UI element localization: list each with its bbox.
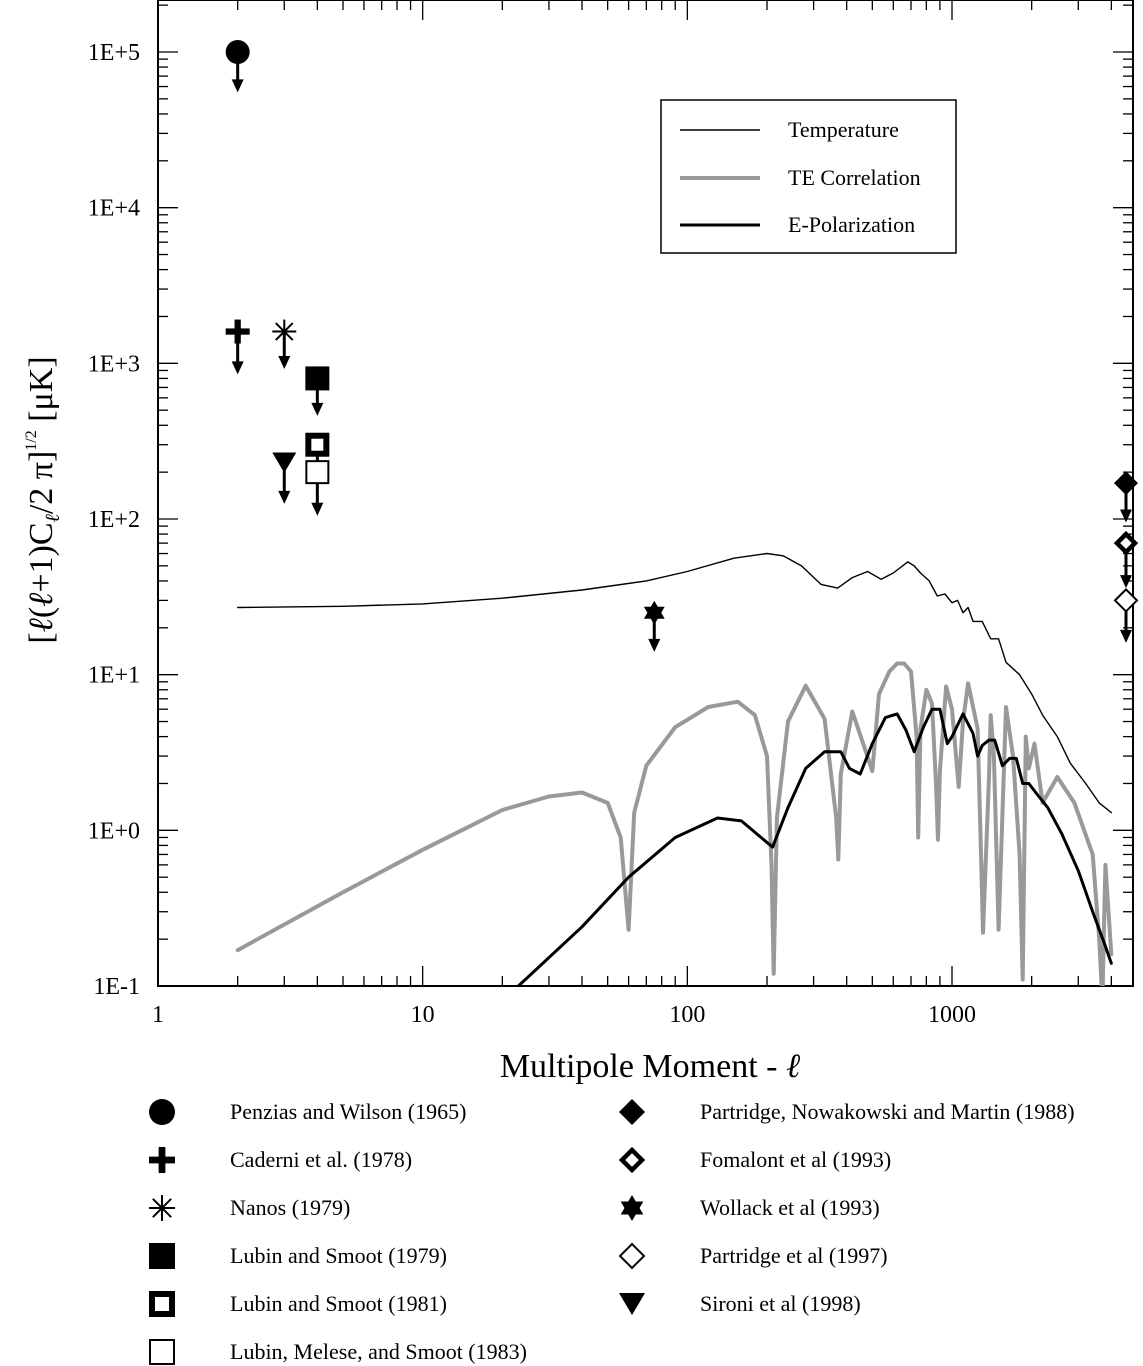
x-tick-label: 1 [152,1002,164,1028]
y-tick-label: 1E+3 [88,351,140,377]
y-tick-label: 1E+5 [88,40,140,66]
marker-penzias-and-wilson-1965 [225,40,250,93]
reference-label: Lubin and Smoot (1981) [230,1291,447,1316]
reference-entry-nanos-1979: Nanos (1979) [149,1195,350,1221]
reference-entry-partridge-et-al-1997: Partridge et al (1997) [618,1242,888,1270]
reference-symbol-diamond-bold [618,1146,646,1174]
x-tick-label: 100 [669,1002,705,1028]
reference-label: Partridge, Nowakowski and Martin (1988) [700,1099,1075,1124]
x-tick-label: 10 [411,1002,435,1028]
reference-entry-caderni-et-al-1978: Caderni et al. (1978) [149,1147,412,1173]
y-tick-label: 1E+1 [88,663,140,689]
x-axis-title: Multipole Moment - ℓ [500,1048,800,1085]
marker-sironi-et-al-1998 [272,452,297,504]
marker-lubin-melese-and-smoot-1983 [305,460,330,516]
reference-label: Partridge et al (1997) [700,1243,888,1268]
reference-symbol-square-filled [149,1243,175,1269]
reference-entry-fomalont-et-al-1993: Fomalont et al (1993) [618,1146,891,1174]
y-tick-label: 1E+0 [88,818,140,844]
y-axis-title: [ℓ(ℓ+1)Cℓ/2 π]1/2 [μK] [23,356,64,643]
reference-symbol-cross [149,1147,175,1173]
y-tick-label: 1E+2 [88,507,140,533]
reference-label: Wollack et al (1993) [700,1195,880,1220]
reference-symbol-circle-filled [149,1099,175,1125]
reference-symbol-diamond-filled [619,1099,645,1125]
reference-label: Lubin and Smoot (1979) [230,1243,447,1268]
legend-label-epol: E-Polarization [788,212,915,237]
axis-ticks [157,0,1133,987]
axis-tick-labels: 1 10 100 1000 1E-1 1E+0 1E+1 1E+2 1E+3 1E+4 1E+5 [88,40,976,1028]
legend-label-te: TE Correlation [788,165,921,190]
y-tick-label: 1E+4 [88,196,140,222]
series-line-e-polarization [516,707,1113,986]
marker-partridge-et-al-1997 [1113,587,1139,643]
reference-entry-penzias-and-wilson-1965: Penzias and Wilson (1965) [149,1099,466,1125]
reference-symbol-triangle-down [619,1292,645,1316]
reference-entry-partridge-nowakowski-and-martin-1988: Partridge, Nowakowski and Martin (1988) [619,1099,1075,1125]
marker-caderni-et-al-1978 [225,319,250,375]
plot-frame [157,0,1134,987]
legend: Temperature TE Correlation E-Polarizatio… [660,99,957,254]
reference-symbol-diamond-open [618,1242,646,1270]
marker-lubin-and-smoot-1979 [305,366,330,416]
reference-label: Fomalont et al (1993) [700,1147,891,1172]
x-tick-label: 1000 [928,1002,976,1028]
marker-partridge-nowakowski-and-martin-1988 [1114,471,1138,523]
reference-entry-lubin-melese-and-smoot-1983: Lubin, Melese, and Smoot (1983) [149,1339,527,1365]
series-line-te-correlation [235,661,1114,986]
reference-markers [225,40,1139,652]
legend-label-temperature: Temperature [788,117,899,142]
reference-symbol-square-open [149,1339,175,1365]
reference-entry-wollack-et-al-1993: Wollack et al (1993) [620,1195,880,1221]
reference-symbol-square-bold [149,1291,175,1317]
reference-entry-lubin-and-smoot-1979: Lubin and Smoot (1979) [149,1243,447,1269]
reference-symbol-asterisk [149,1195,175,1221]
marker-wollack-et-al-1993 [643,600,665,652]
marker-fomalont-et-al-1993 [1113,530,1139,589]
reference-label: Caderni et al. (1978) [230,1147,412,1172]
reference-legend: Penzias and Wilson (1965) Caderni et al. … [149,1099,1075,1365]
series-lines [235,552,1114,986]
reference-label: Sironi et al (1998) [700,1291,861,1316]
y-tick-label: 1E-1 [93,974,140,1000]
reference-entry-lubin-and-smoot-1981: Lubin and Smoot (1981) [149,1291,447,1317]
reference-label: Nanos (1979) [230,1195,350,1220]
series-line-temperature [236,552,1113,814]
reference-symbol-star [620,1195,644,1221]
reference-label: Lubin, Melese, and Smoot (1983) [230,1339,527,1364]
reference-label: Penzias and Wilson (1965) [230,1099,466,1124]
marker-nanos-1979 [272,319,297,369]
reference-entry-sironi-et-al-1998: Sironi et al (1998) [619,1291,861,1316]
